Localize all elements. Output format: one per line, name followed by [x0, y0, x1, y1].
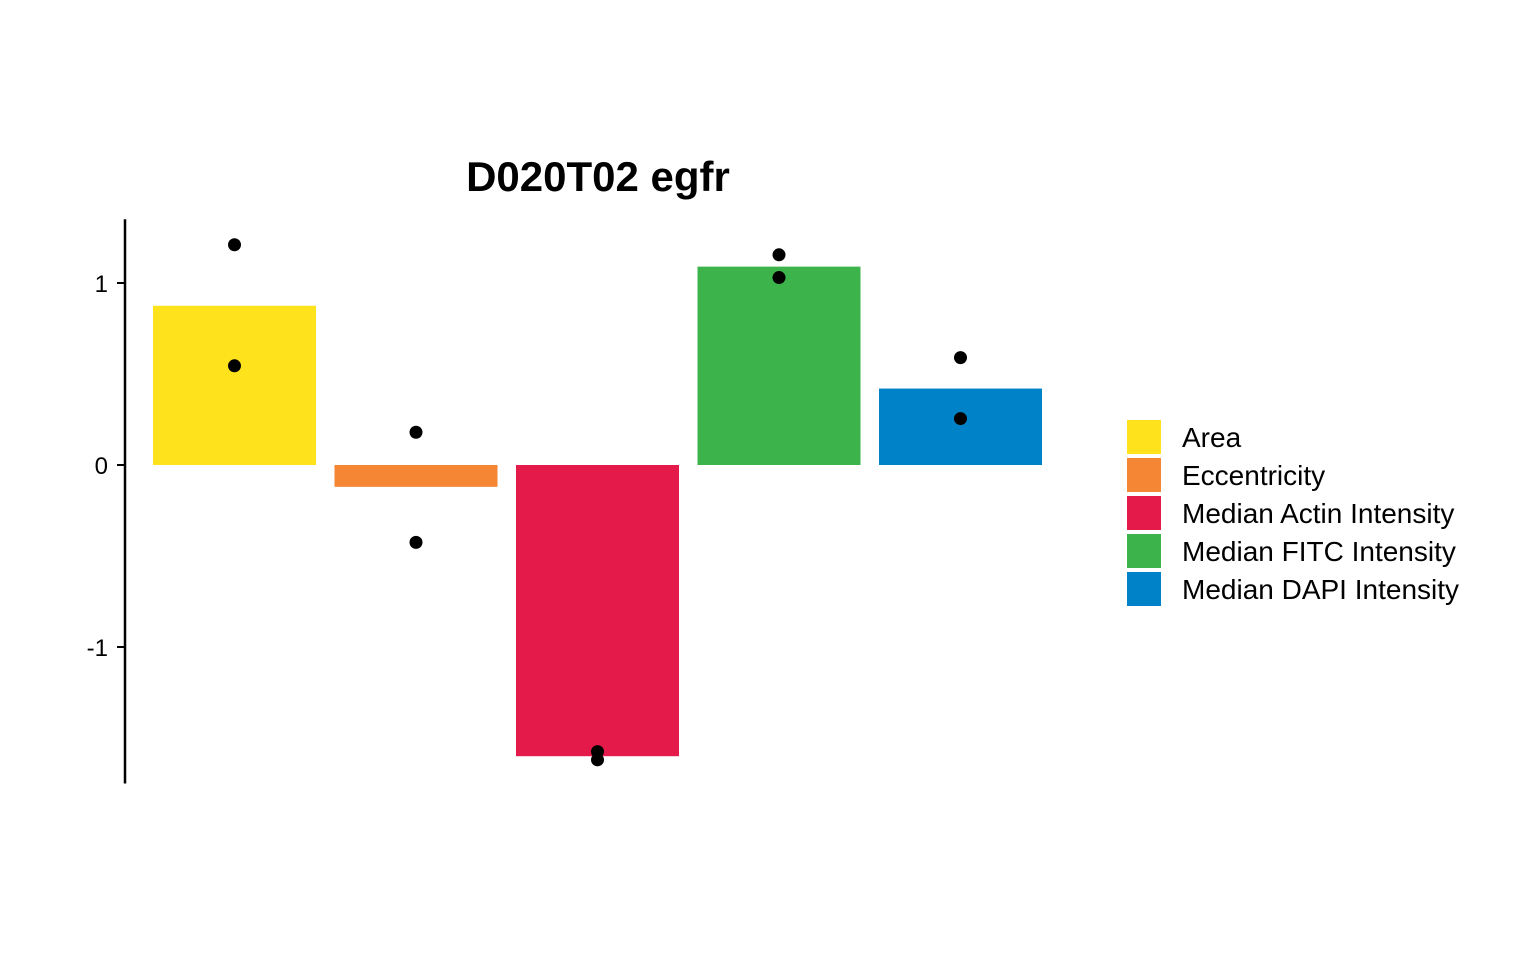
y-tick-label: -1	[87, 635, 108, 662]
data-point	[772, 271, 786, 285]
legend-label: Median DAPI Intensity	[1182, 574, 1459, 605]
legend-label: Median Actin Intensity	[1182, 498, 1454, 529]
data-point	[228, 238, 241, 252]
data-point	[954, 412, 967, 426]
legend-label: Area	[1182, 422, 1242, 453]
bar-median-fitc-intensity	[697, 266, 861, 465]
data-point	[409, 425, 423, 439]
legend-swatch	[1127, 420, 1161, 454]
legend: Area Eccentricity Median Actin Intensity Me…	[1127, 420, 1459, 606]
bar-eccentricity	[334, 465, 498, 487]
legend-label: Eccentricity	[1182, 460, 1325, 491]
chart-title: D020T02 egfr	[466, 153, 730, 200]
legend-swatch	[1127, 572, 1161, 606]
legend-label: Median FITC Intensity	[1182, 536, 1456, 567]
bar-area	[153, 305, 316, 465]
bar-median-dapi-intensity	[879, 388, 1042, 465]
data-point	[409, 535, 423, 549]
data-point	[954, 351, 967, 365]
legend-swatch	[1127, 458, 1161, 492]
bar-median-actin-intensity	[516, 465, 679, 757]
data-point	[228, 359, 241, 373]
y-tick-label: 0	[95, 453, 108, 480]
legend-swatch	[1127, 534, 1161, 568]
plot-area: 1 0 -1	[87, 219, 1042, 784]
legend-swatch	[1127, 496, 1161, 530]
y-tick-label: 1	[95, 271, 108, 298]
data-point	[772, 248, 786, 262]
data-point	[591, 753, 604, 767]
